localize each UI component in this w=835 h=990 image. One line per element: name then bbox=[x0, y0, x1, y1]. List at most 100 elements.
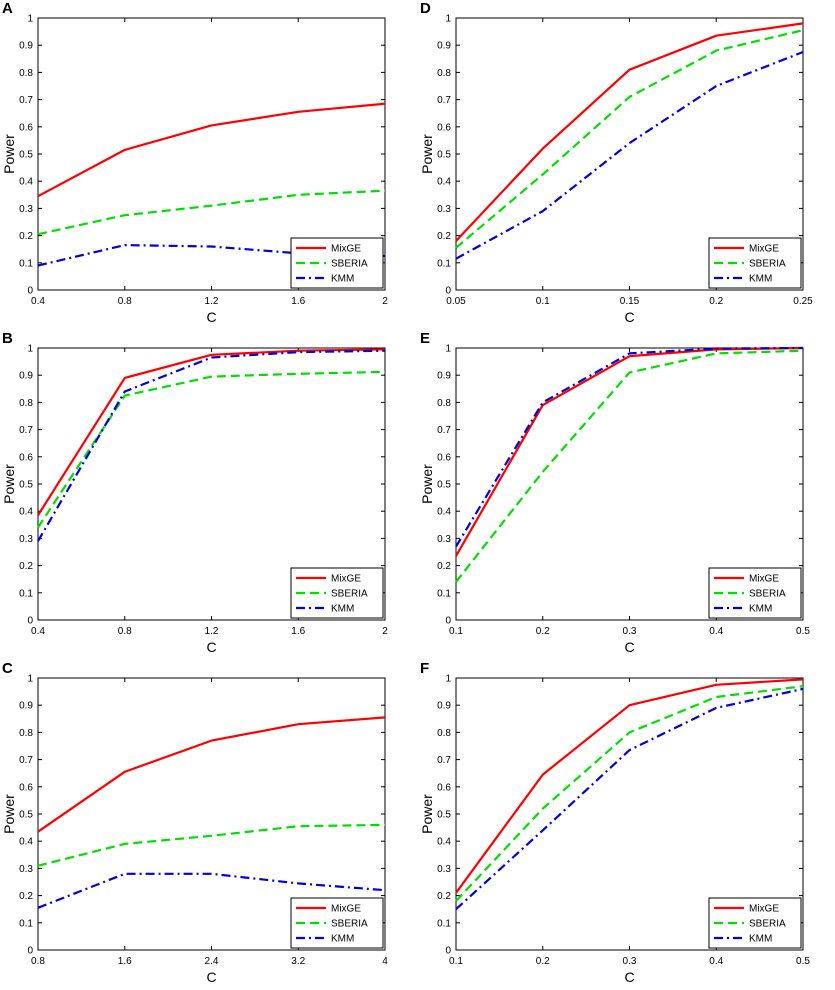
y-tick-label: 0.7 bbox=[19, 425, 33, 436]
chart-panel-e: E 0 0.1 0.2 0.3 0.4 0.5 0.6 0.7 0.8 0.9 1 0.1 0.2 0.3… bbox=[418, 330, 835, 660]
y-tick-label: 0.5 bbox=[19, 480, 33, 491]
y-tick-label: 0.7 bbox=[437, 95, 451, 106]
y-tick-label: 0.7 bbox=[19, 95, 33, 106]
chart-svg: 0 0.1 0.2 0.3 0.4 0.5 0.6 0.7 0.8 0.9 1 0.05 0.1 0.15… bbox=[419, 14, 813, 326]
x-axis-label: C bbox=[624, 309, 634, 325]
y-tick-label: 0.5 bbox=[19, 150, 33, 161]
x-axis-label: C bbox=[206, 309, 216, 325]
series-line-kmm bbox=[455, 50, 804, 260]
series-line-mixge bbox=[455, 346, 804, 557]
chart-svg: 00.10.20.30.40.50.60.70.80.910.1 0.2 0.3 0.… bbox=[419, 344, 810, 656]
x-tick-label: 0.2 bbox=[536, 626, 550, 637]
legend-label: MixGE bbox=[331, 574, 361, 585]
y-tick-label: 0.1 bbox=[19, 918, 33, 929]
legend-label: MixGE bbox=[331, 904, 361, 915]
y-tick-label: 0.2 bbox=[437, 231, 451, 242]
legend-label: KMM bbox=[331, 934, 354, 945]
y-tick-label: 0.9 bbox=[19, 701, 33, 712]
panel-letter: F bbox=[420, 660, 430, 677]
series-line-mixge bbox=[455, 22, 804, 242]
y-axis-label: Power bbox=[419, 464, 435, 504]
y-tick-label: 0 bbox=[27, 616, 33, 627]
legend-label: KMM bbox=[331, 274, 354, 285]
legend-label: KMM bbox=[749, 274, 772, 285]
x-tick-label: 0.4 bbox=[31, 296, 45, 307]
y-tick-label: 0.7 bbox=[19, 755, 33, 766]
legend-box bbox=[708, 897, 802, 949]
y-tick-label: 0.5 bbox=[19, 810, 33, 821]
y-tick-label: 0.5 bbox=[437, 480, 451, 491]
x-axis-label: C bbox=[206, 969, 216, 985]
series-line-sberia bbox=[455, 685, 804, 902]
x-tick-label: 2 bbox=[382, 626, 388, 637]
legend-label: SBERIA bbox=[331, 919, 368, 930]
legend-label: SBERIA bbox=[331, 589, 368, 600]
x-tick-label: 0.3 bbox=[623, 626, 637, 637]
legend-label: MixGE bbox=[749, 244, 779, 255]
series-line-kmm bbox=[455, 346, 804, 548]
y-tick-label: 0.6 bbox=[437, 122, 451, 133]
x-axis-label: C bbox=[624, 969, 634, 985]
x-tick-label: 0.8 bbox=[118, 296, 132, 307]
y-tick-label: 0.7 bbox=[437, 425, 451, 436]
y-tick-label: 0.6 bbox=[19, 782, 33, 793]
x-tick-label: 0.25 bbox=[793, 296, 813, 307]
x-tick-label: 0.4 bbox=[709, 626, 723, 637]
chart-svg: 0 0.1 0.2 0.3 0.4 0.5 0.6 0.7 0.8 0.9 1 0.4 0.8 1.2 1.… bbox=[1, 344, 388, 656]
y-tick-label: 0.2 bbox=[437, 561, 451, 572]
y-tick-label: 0.3 bbox=[19, 204, 33, 215]
legend-box bbox=[708, 567, 802, 619]
y-tick-label: 1 bbox=[445, 344, 451, 355]
x-tick-label: 0.4 bbox=[31, 626, 45, 637]
legend-label: KMM bbox=[331, 604, 354, 615]
y-tick-label: 0 bbox=[445, 946, 451, 957]
y-tick-label: 0.2 bbox=[19, 561, 33, 572]
y-tick-label: 0.1 bbox=[437, 258, 451, 269]
y-tick-label: 0.8 bbox=[437, 398, 451, 409]
x-tick-label: 0.8 bbox=[118, 626, 132, 637]
y-tick-label: 0.4 bbox=[19, 837, 33, 848]
y-tick-label: 0.1 bbox=[19, 258, 33, 269]
y-tick-label: 0 bbox=[445, 616, 451, 627]
x-tick-label: 0.5 bbox=[796, 626, 810, 637]
x-tick-label: 0.1 bbox=[449, 626, 463, 637]
y-tick-label: 0.8 bbox=[437, 728, 451, 739]
panel-letter: C bbox=[2, 660, 13, 677]
y-tick-label: 0.8 bbox=[19, 728, 33, 739]
x-tick-label: 1.2 bbox=[205, 296, 219, 307]
x-tick-label: 0.1 bbox=[449, 956, 463, 967]
y-tick-label: 0.9 bbox=[19, 41, 33, 52]
x-axis-label: C bbox=[206, 639, 216, 655]
y-tick-label: 0.3 bbox=[19, 534, 33, 545]
y-tick-label: 0.2 bbox=[437, 891, 451, 902]
chart-panel-f: F 0 0.1 0.2 0.3 0.4 0.5 0.6 0.7 0.8 0.9 1 0.1 0.2 0.3… bbox=[418, 660, 835, 990]
legend-label: SBERIA bbox=[749, 589, 786, 600]
x-tick-label: 0.05 bbox=[446, 296, 466, 307]
legend-box bbox=[290, 237, 384, 289]
y-tick-label: 0.4 bbox=[19, 507, 33, 518]
y-tick-label: 0.1 bbox=[437, 588, 451, 599]
series-line-mixge bbox=[37, 348, 386, 516]
y-tick-label: 0.3 bbox=[437, 204, 451, 215]
x-tick-label: 1.2 bbox=[205, 626, 219, 637]
y-tick-label: 0.9 bbox=[437, 41, 451, 52]
y-tick-label: 0.1 bbox=[437, 918, 451, 929]
y-tick-label: 0.8 bbox=[437, 68, 451, 79]
x-tick-label: 0.5 bbox=[796, 956, 810, 967]
y-tick-label: 0 bbox=[27, 286, 33, 297]
chart-svg: 0 0.1 0.2 0.3 0.4 0.5 0.6 0.7 0.8 0.9 1 0.4 0.8 1.2 1.… bbox=[1, 14, 388, 326]
panel-letter: E bbox=[420, 330, 431, 347]
y-tick-label: 1 bbox=[445, 14, 451, 25]
x-tick-label: 1.6 bbox=[118, 956, 132, 967]
panel-letter: B bbox=[2, 330, 13, 347]
y-tick-label: 1 bbox=[27, 344, 33, 355]
x-tick-label: 2 bbox=[382, 296, 388, 307]
series-line-sberia bbox=[37, 189, 386, 236]
y-tick-label: 1 bbox=[27, 14, 33, 25]
panel-letter: A bbox=[2, 0, 13, 17]
y-tick-label: 0.5 bbox=[437, 810, 451, 821]
legend-box bbox=[290, 897, 384, 949]
x-tick-label: 0.4 bbox=[709, 956, 723, 967]
series-line-mixge bbox=[37, 716, 386, 833]
y-tick-label: 0.3 bbox=[437, 534, 451, 545]
